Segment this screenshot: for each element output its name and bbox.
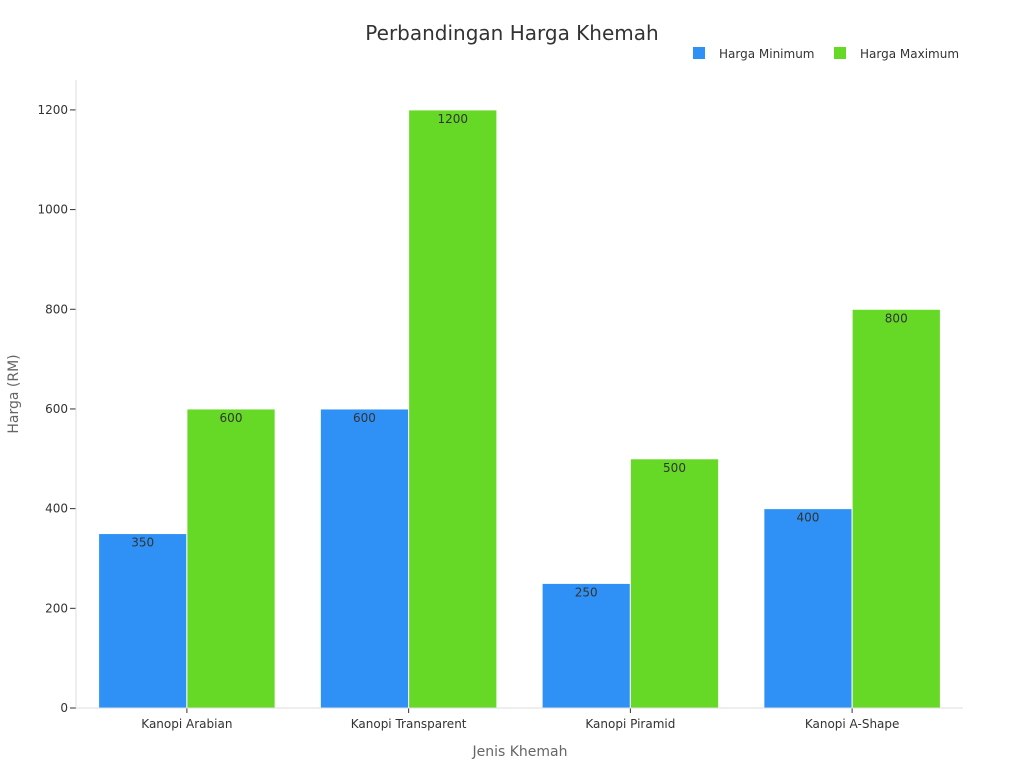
x-axis-label: Jenis Khemah [471, 744, 567, 760]
bar-value-label: 350 [131, 536, 154, 550]
y-axis-label: Harga (RM) [6, 354, 22, 433]
chart-title: Perbandingan Harga Khemah [365, 21, 658, 45]
bar-kanopi-transparent-harga-minimum [319, 408, 410, 709]
y-tick-label: 800 [45, 302, 68, 316]
legend-swatch-harga-maximum [834, 47, 846, 59]
bar-kanopi-a-shape-harga-minimum [763, 508, 853, 709]
bar-value-label: 250 [575, 585, 598, 599]
y-tick-label: 0 [60, 701, 68, 715]
bar-kanopi-transparent-harga-maximum [408, 109, 498, 709]
y-tick-label: 1000 [37, 203, 68, 217]
bar-value-label: 500 [663, 461, 686, 475]
x-tick-label: Kanopi Arabian [141, 717, 232, 731]
bar-value-label: 1200 [437, 112, 468, 126]
bar-value-label: 600 [353, 411, 376, 425]
bar-value-label: 800 [885, 311, 908, 325]
y-tick-label: 600 [45, 402, 68, 416]
bar-kanopi-piramid-harga-maximum [629, 458, 720, 709]
bars [98, 109, 941, 709]
bar-kanopi-a-shape-harga-maximum [851, 308, 941, 709]
bar-kanopi-arabian-harga-minimum [98, 533, 188, 709]
x-axis-ticks: Kanopi Arabian Kanopi Transparent Kanopi P… [141, 708, 899, 731]
y-tick-label: 1200 [37, 103, 68, 117]
legend: Harga Minimum Harga Maximum [693, 47, 959, 61]
bar-kanopi-arabian-harga-maximum [186, 408, 276, 709]
x-tick-label: Kanopi Transparent [351, 717, 467, 731]
legend-label-harga-minimum: Harga Minimum [719, 47, 815, 61]
legend-label-harga-maximum: Harga Maximum [860, 47, 959, 61]
y-tick-label: 200 [45, 601, 68, 615]
bar-value-label: 600 [220, 411, 243, 425]
bar-value-labels: 350 600 600 1200 250 500 400 800 [131, 112, 907, 599]
bar-kanopi-piramid-harga-minimum [541, 582, 631, 709]
x-tick-label: Kanopi A-Shape [805, 717, 900, 731]
y-axis-ticks: 0 200 400 600 800 1000 1200 [37, 103, 76, 715]
bar-value-label: 400 [797, 511, 820, 525]
y-tick-label: 400 [45, 502, 68, 516]
legend-swatch-harga-minimum [693, 47, 705, 59]
x-tick-label: Kanopi Piramid [585, 717, 675, 731]
